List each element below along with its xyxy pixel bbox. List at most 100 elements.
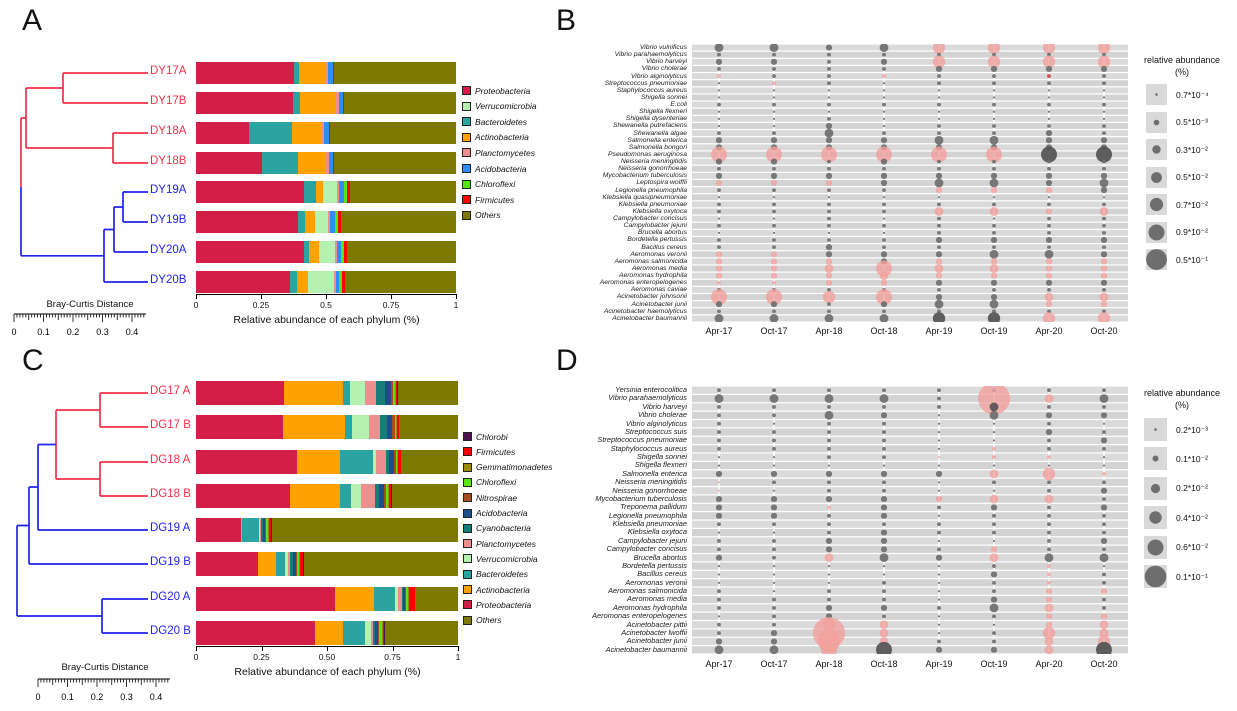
- row-stripe: [692, 187, 1128, 194]
- abundance-bubble: [1100, 65, 1108, 73]
- abundance-bubble: [882, 124, 886, 128]
- abundance-bubble: [822, 290, 836, 304]
- abundance-bubble: [717, 456, 721, 459]
- size-legend-key: [1144, 418, 1167, 441]
- abundance-bubble: [715, 265, 723, 272]
- abundance-bubble: [992, 589, 996, 594]
- abundance-bubble: [717, 188, 721, 193]
- bar-segment-oth: [334, 62, 456, 84]
- abundance-bubble: [772, 456, 776, 459]
- panel-a-distance-label: Bray-Curtis Distance: [46, 299, 134, 310]
- bar-segment-aci: [338, 181, 344, 203]
- abundance-bubble: [882, 564, 886, 568]
- panel-b-legend-units: (%): [1175, 67, 1189, 77]
- abundance-bubble: [827, 102, 831, 107]
- column-gridline: [1048, 386, 1050, 654]
- species-label: Mycobacterium tuberculosis: [595, 493, 687, 503]
- abundance-bubble: [935, 470, 943, 478]
- x-label-Apr-17: Apr-17: [705, 326, 733, 336]
- bar-segment-fir: [332, 152, 334, 174]
- row-stripe: [692, 604, 1128, 612]
- bar-segment-ver: [364, 621, 371, 645]
- bar-segment-ver: [395, 587, 399, 611]
- bar-segment-oth: [333, 152, 456, 174]
- species-label: Acinetobacter junii: [631, 300, 687, 308]
- abundance-bubble: [990, 279, 998, 286]
- abundance-bubble: [1047, 464, 1051, 467]
- abundance-bubble: [882, 209, 886, 214]
- bar-segment-chl: [343, 181, 347, 203]
- abundance-bubble: [717, 606, 721, 610]
- row-stripe: [692, 301, 1128, 308]
- abundance-bubble: [937, 439, 941, 442]
- bar-segment-pro: [196, 415, 284, 439]
- abundance-bubble: [992, 489, 996, 492]
- abundance-bubble: [770, 512, 778, 519]
- svg-text:0.4: 0.4: [126, 327, 139, 337]
- x-axis-tick-label: 0.50: [318, 652, 336, 662]
- bar-segment-acn: [386, 415, 393, 439]
- abundance-bubble: [1047, 52, 1051, 57]
- bar-segment-act: [315, 621, 343, 645]
- abundance-bubble: [937, 166, 941, 171]
- legend-swatch-oth: [462, 210, 471, 220]
- abundance-bubble: [827, 209, 831, 214]
- sample-label-DG18B: DG18 B: [150, 488, 191, 500]
- bar-segment-aci: [328, 152, 333, 174]
- abundance-bubble: [992, 230, 996, 235]
- abundance-bubble: [825, 137, 833, 144]
- species-label: Brucella abortus: [633, 552, 687, 562]
- abundance-bubble: [772, 622, 776, 627]
- bar-segment-nit: [264, 518, 266, 542]
- abundance-bubble: [989, 178, 999, 188]
- bar-segment-pro: [196, 211, 299, 233]
- abundance-bubble: [1042, 41, 1056, 54]
- abundance-bubble: [827, 188, 831, 193]
- abundance-bubble: [880, 504, 888, 511]
- abundance-bubble: [711, 289, 727, 306]
- legend-item-gem: Gemmatimonadetes: [463, 462, 553, 473]
- x-label-Apr-20: Apr-20: [1035, 659, 1063, 669]
- abundance-bubble: [717, 231, 721, 234]
- abundance-bubble: [1047, 547, 1051, 552]
- abundance-bubble: [1102, 547, 1106, 552]
- legend-swatch-bac: [463, 569, 472, 579]
- species-label: Aeromonas veronii: [630, 250, 687, 258]
- row-stripe: [692, 445, 1128, 453]
- abundance-bubble: [1045, 187, 1053, 194]
- abundance-bubble: [992, 245, 996, 250]
- x-axis-tick: [392, 647, 394, 651]
- abundance-bubble: [717, 388, 721, 393]
- abundance-bubble: [772, 102, 776, 107]
- abundance-bubble: [1100, 272, 1108, 279]
- abundance-bubble: [821, 146, 837, 163]
- abundance-bubble: [935, 251, 943, 258]
- abundance-bubble: [937, 96, 941, 99]
- species-label: Brucella abortus: [637, 229, 687, 237]
- abundance-bubble: [1045, 272, 1053, 279]
- x-axis-tick-label: 0: [193, 652, 199, 662]
- bar-segment-act: [283, 381, 343, 405]
- bar-segment-pla: [337, 181, 339, 203]
- size-legend-value: 0.7*10⁻²: [1176, 199, 1208, 210]
- bar-segment-ver: [351, 415, 369, 439]
- size-legend-value: 0.1*10⁻¹: [1176, 571, 1208, 582]
- row-stripe: [692, 237, 1128, 243]
- abundance-bubble: [882, 589, 886, 594]
- abundance-bubble: [992, 623, 996, 626]
- abundance-bubble: [1047, 202, 1051, 207]
- abundance-bubble: [1100, 187, 1108, 194]
- abundance-bubble: [827, 223, 831, 228]
- legend-label: Proteobacteria: [476, 599, 532, 610]
- bar-segment-pro: [196, 122, 250, 144]
- abundance-bubble: [1099, 628, 1109, 638]
- bar-segment-pro: [196, 621, 316, 645]
- sample-label-DY18B: DY18B: [150, 155, 187, 167]
- abundance-bubble: [1042, 55, 1056, 69]
- abundance-bubble: [880, 604, 888, 612]
- bar-segment-chl: [265, 518, 268, 542]
- species-label: Bordetella pertussis: [627, 236, 687, 244]
- abundance-bubble: [714, 394, 724, 403]
- abundance-bubble: [935, 554, 943, 561]
